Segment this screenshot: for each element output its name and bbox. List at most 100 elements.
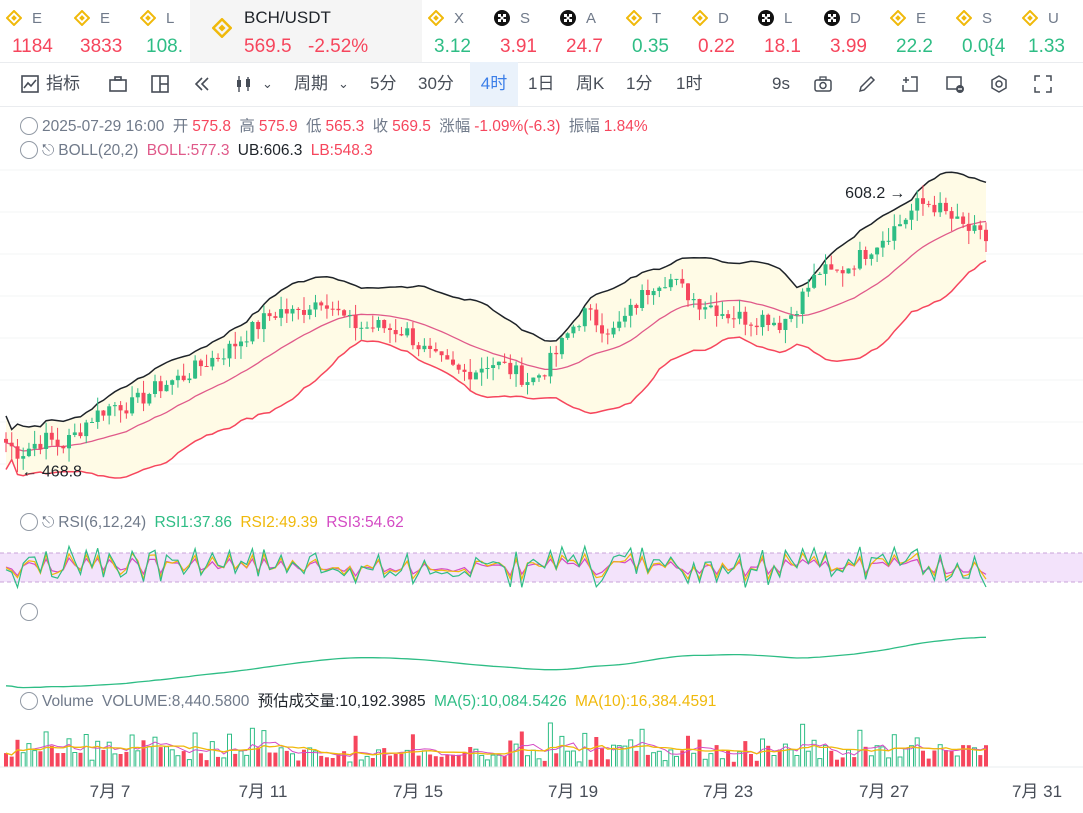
interval-4[interactable]: 周K xyxy=(576,74,605,93)
volume-bar xyxy=(639,728,645,768)
add-annotation-icon[interactable] xyxy=(900,74,920,94)
volume-bar xyxy=(169,749,175,768)
boll-legend: ⎋ BOLL(20,2) BOLL:577.3 UB:606.3 LB:548.3 xyxy=(20,141,377,160)
boll-band-fill xyxy=(6,172,986,479)
indicator-icon[interactable] xyxy=(20,74,40,94)
volume-bar xyxy=(9,756,14,767)
candle-body xyxy=(600,325,604,334)
volume-bar xyxy=(702,758,708,768)
interval-2[interactable]: 4时 xyxy=(470,62,518,106)
candle-body xyxy=(153,381,157,394)
rsi1-line xyxy=(5,544,987,590)
ticker-item[interactable]: L 108. xyxy=(134,0,190,62)
ticker-item[interactable]: E 22.2 xyxy=(884,0,950,62)
chevron-down-icon[interactable]: ⌄ xyxy=(262,76,273,91)
ticker-item[interactable]: S 0.0{4 xyxy=(950,0,1016,62)
volume-bar xyxy=(278,747,284,768)
volume-bar xyxy=(628,739,634,768)
candle-body xyxy=(852,268,857,270)
interval-0[interactable]: 5分 xyxy=(370,74,397,93)
volume-bar xyxy=(249,727,255,768)
volume-bar xyxy=(972,747,977,768)
chevron-up-icon[interactable] xyxy=(20,692,38,710)
candle-body xyxy=(456,364,461,370)
candle-type-icon[interactable] xyxy=(234,74,254,94)
ticker-item[interactable]: U 1.33 xyxy=(1016,0,1082,62)
fullscreen-icon[interactable] xyxy=(1033,74,1053,94)
volume-bar xyxy=(89,759,95,768)
volume-bar xyxy=(324,757,329,767)
candle-body xyxy=(823,264,828,274)
ticker-item[interactable]: E 1184 xyxy=(0,0,68,62)
candle-body xyxy=(336,308,341,311)
high-label: 高 xyxy=(239,118,255,135)
chevron-up-icon[interactable] xyxy=(20,117,38,135)
volume-bar xyxy=(364,755,370,768)
settings-icon[interactable] xyxy=(989,74,1009,94)
ticker-strip: E 1184 E 3833 L 108. BCH/USDT 569.5 -2.52% X 3.12 S… xyxy=(0,0,1083,63)
ticker-item[interactable]: S 3.91 xyxy=(488,0,554,62)
ticker-item[interactable]: T 0.35 xyxy=(620,0,686,62)
bell-icon[interactable]: ⎋ xyxy=(42,142,55,159)
candle-body xyxy=(886,240,891,242)
candle-body xyxy=(720,314,725,316)
candle-body xyxy=(101,410,106,416)
ticker-item[interactable]: X 3.12 xyxy=(422,0,488,62)
min-price-marker: ← 468.8 xyxy=(21,464,82,481)
volume-bar xyxy=(921,750,925,767)
indicators-button[interactable]: 指标 xyxy=(46,74,80,93)
bell-icon[interactable]: ⎋ xyxy=(42,514,55,531)
candle-body xyxy=(284,309,289,314)
chevron-down-icon[interactable]: ⌄ xyxy=(338,76,349,91)
volume-bar xyxy=(840,757,845,767)
x-axis-tick-label: 7月 31 xyxy=(1012,782,1062,801)
volume-bar xyxy=(777,749,782,767)
rsi3-value: RSI3:54.62 xyxy=(326,514,404,531)
volume-bar xyxy=(479,754,485,768)
layout-icon[interactable] xyxy=(150,74,170,94)
candle-body xyxy=(221,358,226,360)
ticker-symbol: T xyxy=(652,10,662,27)
ticker-price: 0.22 xyxy=(698,36,735,57)
ticker-price: 24.7 xyxy=(566,36,603,57)
interval-1[interactable]: 30分 xyxy=(418,74,454,93)
refresh-timer[interactable]: 9s xyxy=(772,74,790,93)
candle-body xyxy=(691,299,696,301)
interval-5[interactable]: 1分 xyxy=(626,74,653,93)
candle-body xyxy=(90,422,94,423)
candle-body xyxy=(955,216,960,219)
briefcase-icon[interactable] xyxy=(108,74,128,94)
period-button[interactable]: 周期 xyxy=(294,74,328,93)
ticker-item-active[interactable]: BCH/USDT 569.5 -2.52% xyxy=(190,0,422,62)
chevron-up-icon[interactable] xyxy=(20,141,38,159)
candle-body xyxy=(21,456,26,459)
camera-icon[interactable] xyxy=(813,74,833,94)
candle-body xyxy=(708,305,713,308)
ticker-item[interactable]: D 0.22 xyxy=(686,0,752,62)
ticker-item[interactable]: L 18.1 xyxy=(752,0,818,62)
candle-body xyxy=(485,368,490,369)
volume-bar xyxy=(749,754,753,767)
ticker-item[interactable]: A 24.7 xyxy=(554,0,620,62)
ticker-item[interactable]: D 3.99 xyxy=(818,0,884,62)
volume-bar xyxy=(290,753,295,768)
ticker-item[interactable]: E 3833 xyxy=(68,0,134,62)
candle-body xyxy=(966,223,971,231)
interval-6[interactable]: 1时 xyxy=(676,74,703,93)
rewind-icon[interactable] xyxy=(192,74,212,94)
candle-body xyxy=(439,351,444,356)
candle-body xyxy=(542,375,547,377)
candle-body xyxy=(760,314,765,328)
interval-3[interactable]: 1日 xyxy=(528,74,555,93)
pen-icon[interactable] xyxy=(857,74,877,94)
ticker-price: 0.35 xyxy=(632,36,669,57)
chevron-up-icon[interactable] xyxy=(20,513,38,531)
candle-body xyxy=(204,366,209,367)
x-axis-tick-label: 7月 11 xyxy=(239,782,288,801)
okx-icon xyxy=(560,10,576,26)
chevron-right-icon[interactable] xyxy=(20,603,38,621)
candle-body xyxy=(279,309,284,318)
candle-body xyxy=(548,352,553,377)
delete-drawings-icon[interactable] xyxy=(945,74,965,94)
